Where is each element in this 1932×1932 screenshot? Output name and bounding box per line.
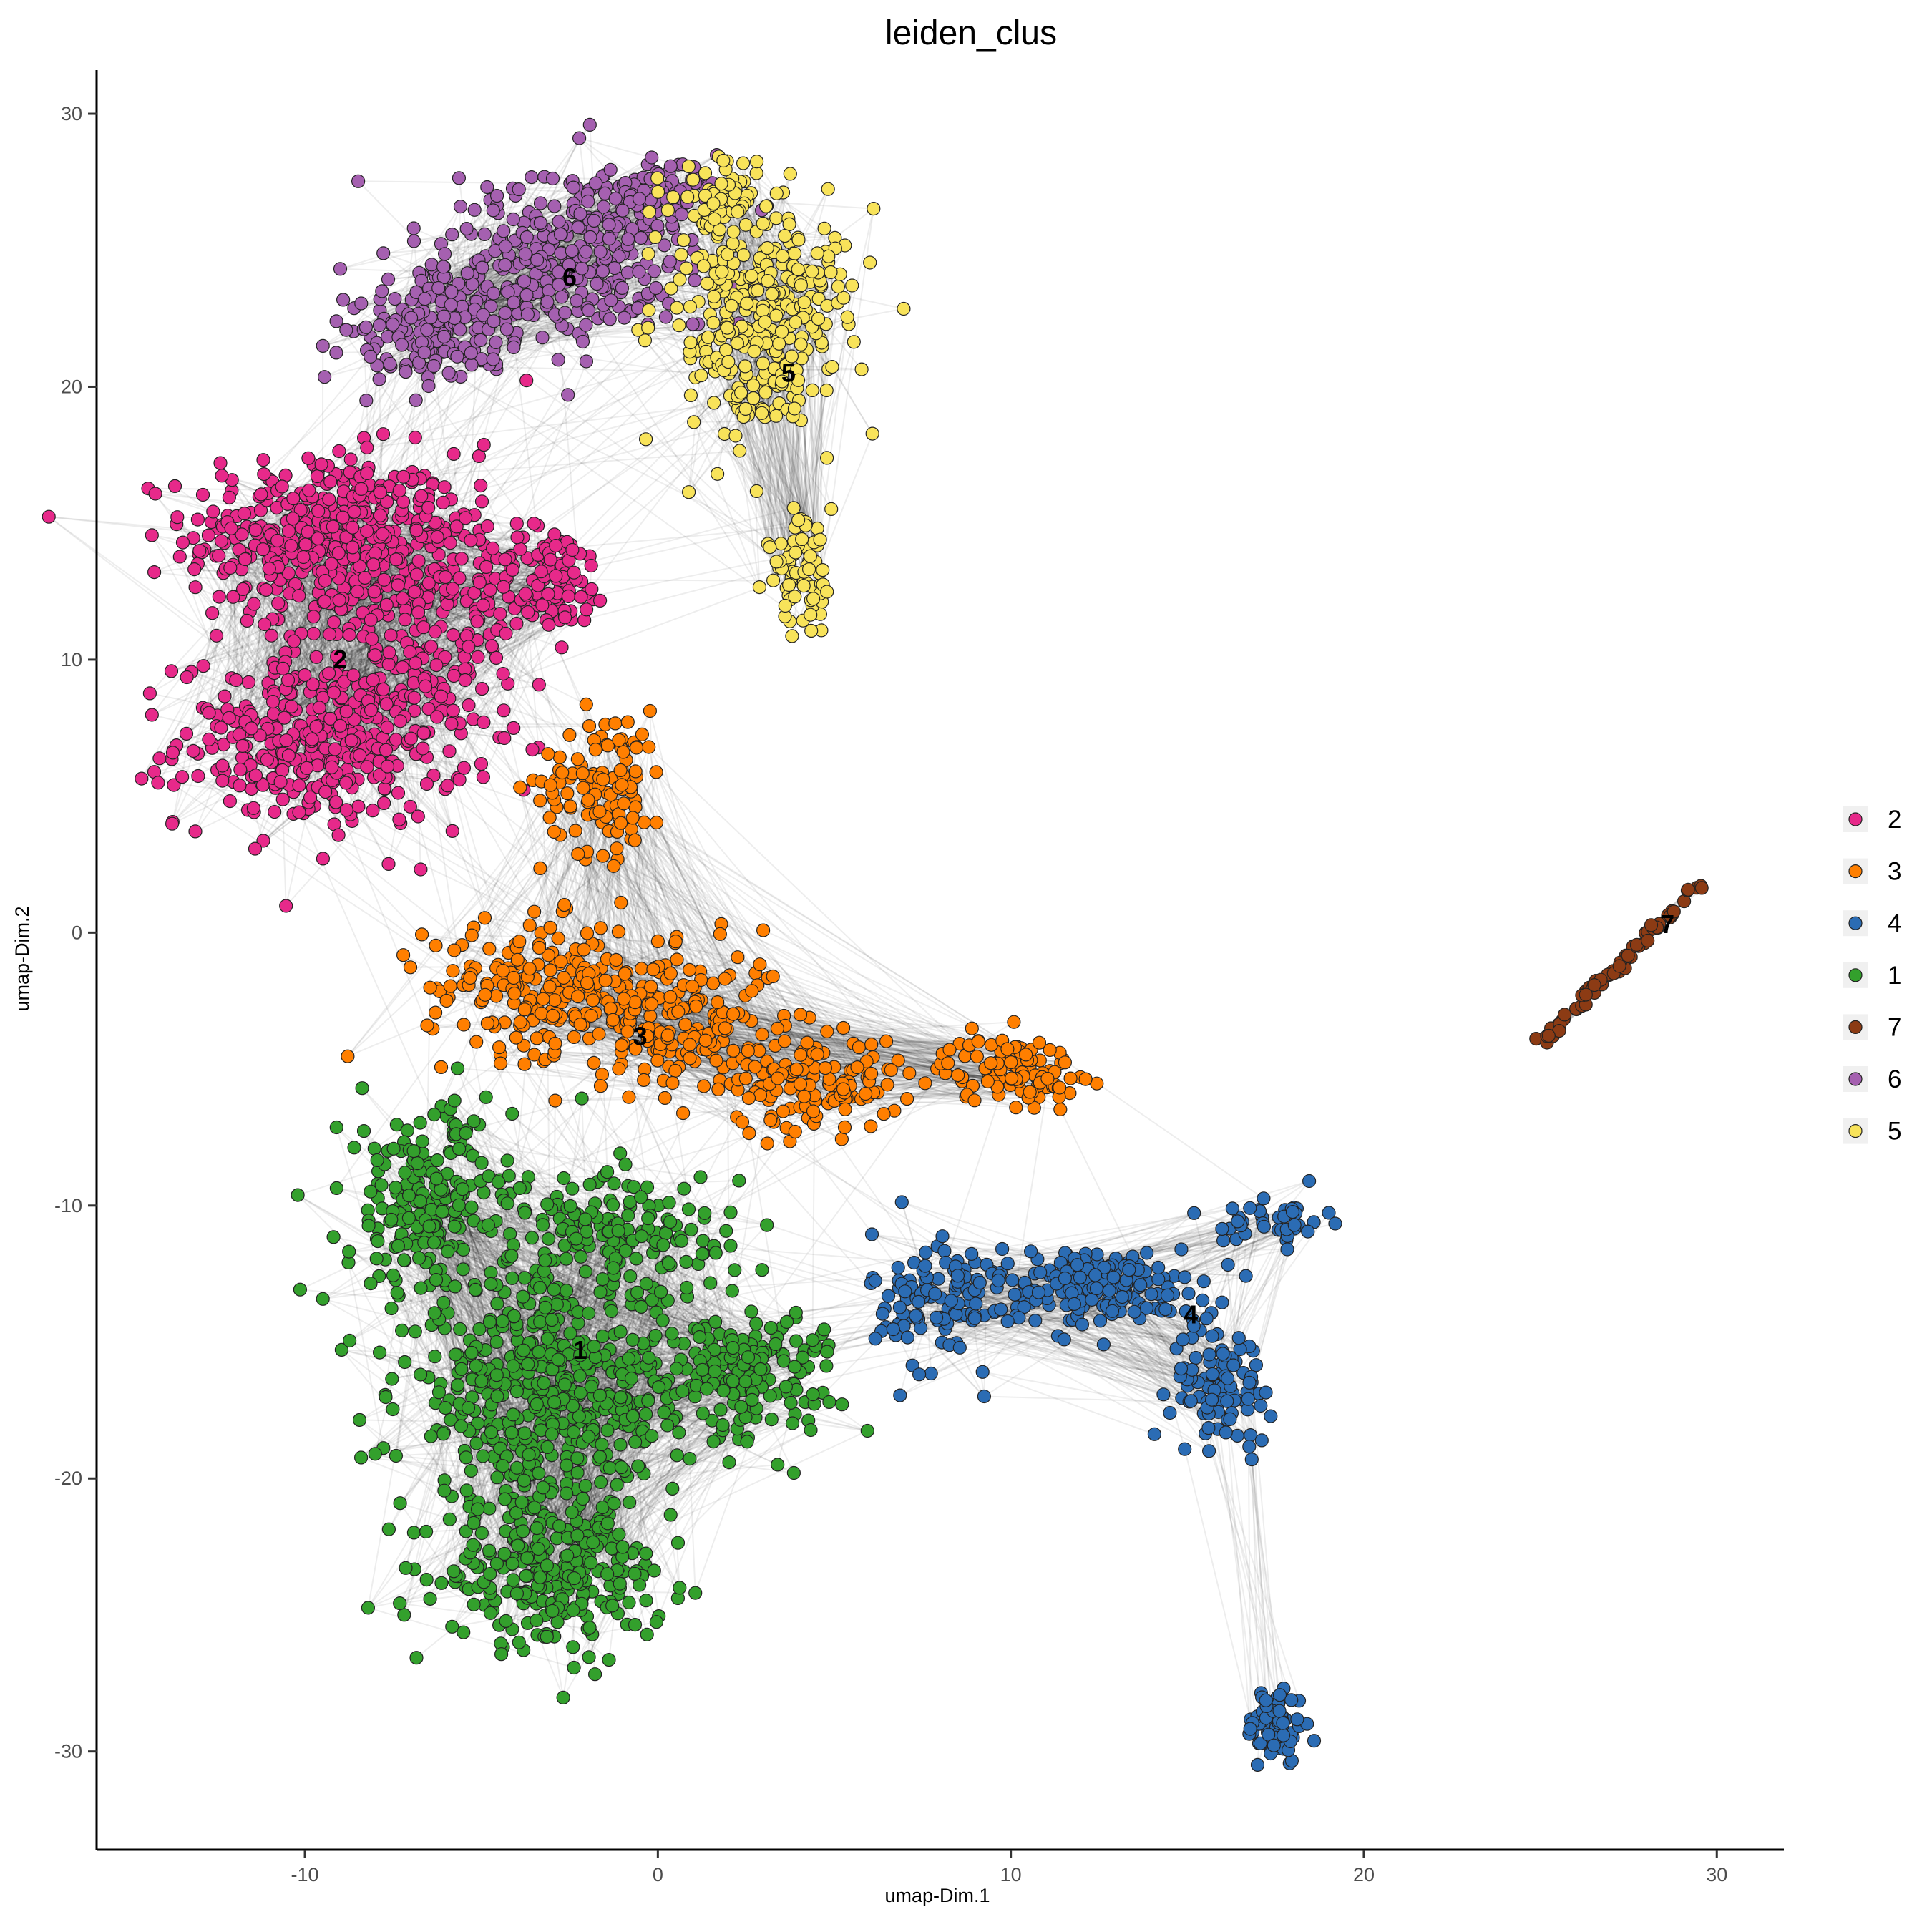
network-edge xyxy=(675,940,1008,1062)
network-edge xyxy=(713,982,1017,1080)
network-edge xyxy=(565,995,623,1053)
network-edge xyxy=(386,336,550,554)
network-edge xyxy=(140,520,319,779)
network-edge xyxy=(478,326,583,343)
network-edge xyxy=(566,793,711,1034)
plot-title: leiden_clus xyxy=(885,14,1057,52)
network-edge xyxy=(716,1023,943,1055)
network-edge xyxy=(593,993,990,1075)
network-edge xyxy=(527,613,608,960)
network-edge xyxy=(540,867,979,1042)
network-edge xyxy=(539,1377,741,1524)
network-edge xyxy=(767,977,1017,1082)
network-edge xyxy=(579,137,679,166)
network-edge xyxy=(326,250,695,485)
network-edge xyxy=(532,1019,965,1057)
network-edge xyxy=(573,1036,817,1117)
network-edge xyxy=(560,834,597,984)
network-edge xyxy=(473,1437,488,1605)
network-edge xyxy=(152,714,448,786)
network-edge xyxy=(600,1072,786,1087)
network-edge xyxy=(224,770,642,970)
network-edge xyxy=(414,1359,682,1570)
network-edge xyxy=(1071,1292,1206,1434)
network-edge xyxy=(745,328,814,607)
network-edge xyxy=(474,967,614,1206)
network-edge xyxy=(456,1181,735,1352)
network-edge xyxy=(704,344,809,550)
network-edge xyxy=(348,1220,497,1342)
network-edge xyxy=(1000,1309,1210,1452)
network-edge xyxy=(643,821,977,1058)
network-edge xyxy=(1251,1459,1275,1738)
network-edge xyxy=(454,1100,598,1362)
network-edge xyxy=(655,771,910,1074)
network-edge xyxy=(536,1413,647,1529)
network-edges xyxy=(48,124,1702,1765)
network-edge xyxy=(625,771,658,972)
network-edge xyxy=(172,750,389,865)
network-edge xyxy=(623,998,750,1134)
network-edge xyxy=(1232,1365,1284,1689)
network-edge xyxy=(784,1015,854,1045)
network-edge xyxy=(1251,1459,1281,1699)
network-edge xyxy=(675,942,872,1075)
network-edge xyxy=(585,401,736,595)
network-edge xyxy=(724,978,1050,1051)
network-edge xyxy=(655,821,968,1096)
network-edge xyxy=(362,612,484,778)
network-edge xyxy=(693,421,801,520)
network-edge xyxy=(605,1454,680,1589)
network-edge xyxy=(519,786,758,986)
network-edge xyxy=(468,984,750,1134)
network-edge xyxy=(404,607,561,718)
network-edge xyxy=(449,781,542,987)
network-edge xyxy=(945,1328,1190,1402)
network-edge xyxy=(637,329,799,546)
network-edge xyxy=(704,344,791,549)
network-edge xyxy=(432,838,632,1030)
network-edge xyxy=(438,1124,480,1392)
network-edge xyxy=(263,474,286,718)
network-edge xyxy=(691,1062,949,1231)
network-edge xyxy=(628,1425,660,1616)
network-edge xyxy=(503,710,570,993)
network-edge xyxy=(419,273,760,508)
